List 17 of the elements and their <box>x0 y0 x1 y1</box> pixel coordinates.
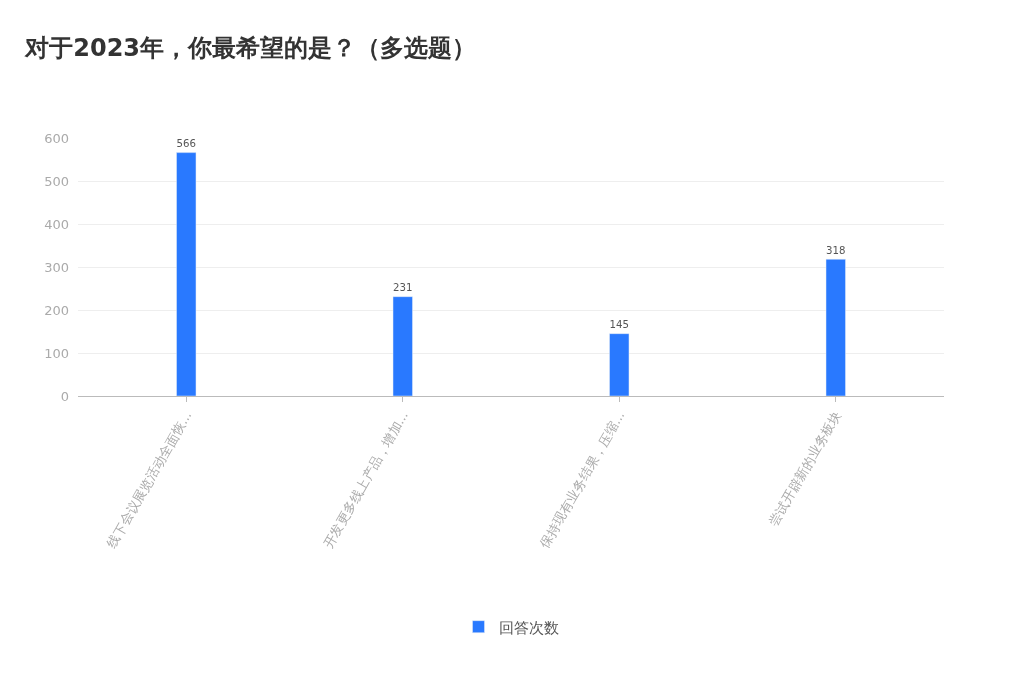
y-tick-label: 200 <box>44 302 69 318</box>
y-tick-label: 500 <box>44 173 69 189</box>
chart-title: 对于2023年，你最希望的是？（多选题） <box>24 33 477 62</box>
x-tick-label: 线下会议展览活动全面恢... <box>103 408 195 551</box>
x-tick-label: 开发更多线上产品，增加... <box>320 408 411 551</box>
data-label: 566 <box>176 138 196 150</box>
data-label: 318 <box>826 244 846 256</box>
data-label: 231 <box>393 282 413 294</box>
y-tick-label: 300 <box>44 259 69 275</box>
y-tick-label: 600 <box>44 130 69 146</box>
x-tick-label: 尝试开辟新的业务板块 <box>765 408 844 529</box>
x-tick-label: 保持现有业务结果，压缩... <box>536 408 628 551</box>
y-tick-label: 0 <box>60 388 69 404</box>
y-tick-label: 100 <box>44 345 69 361</box>
data-label: 145 <box>609 319 629 331</box>
y-tick-label: 400 <box>44 216 69 232</box>
legend-label: 回答次数 <box>498 618 559 637</box>
